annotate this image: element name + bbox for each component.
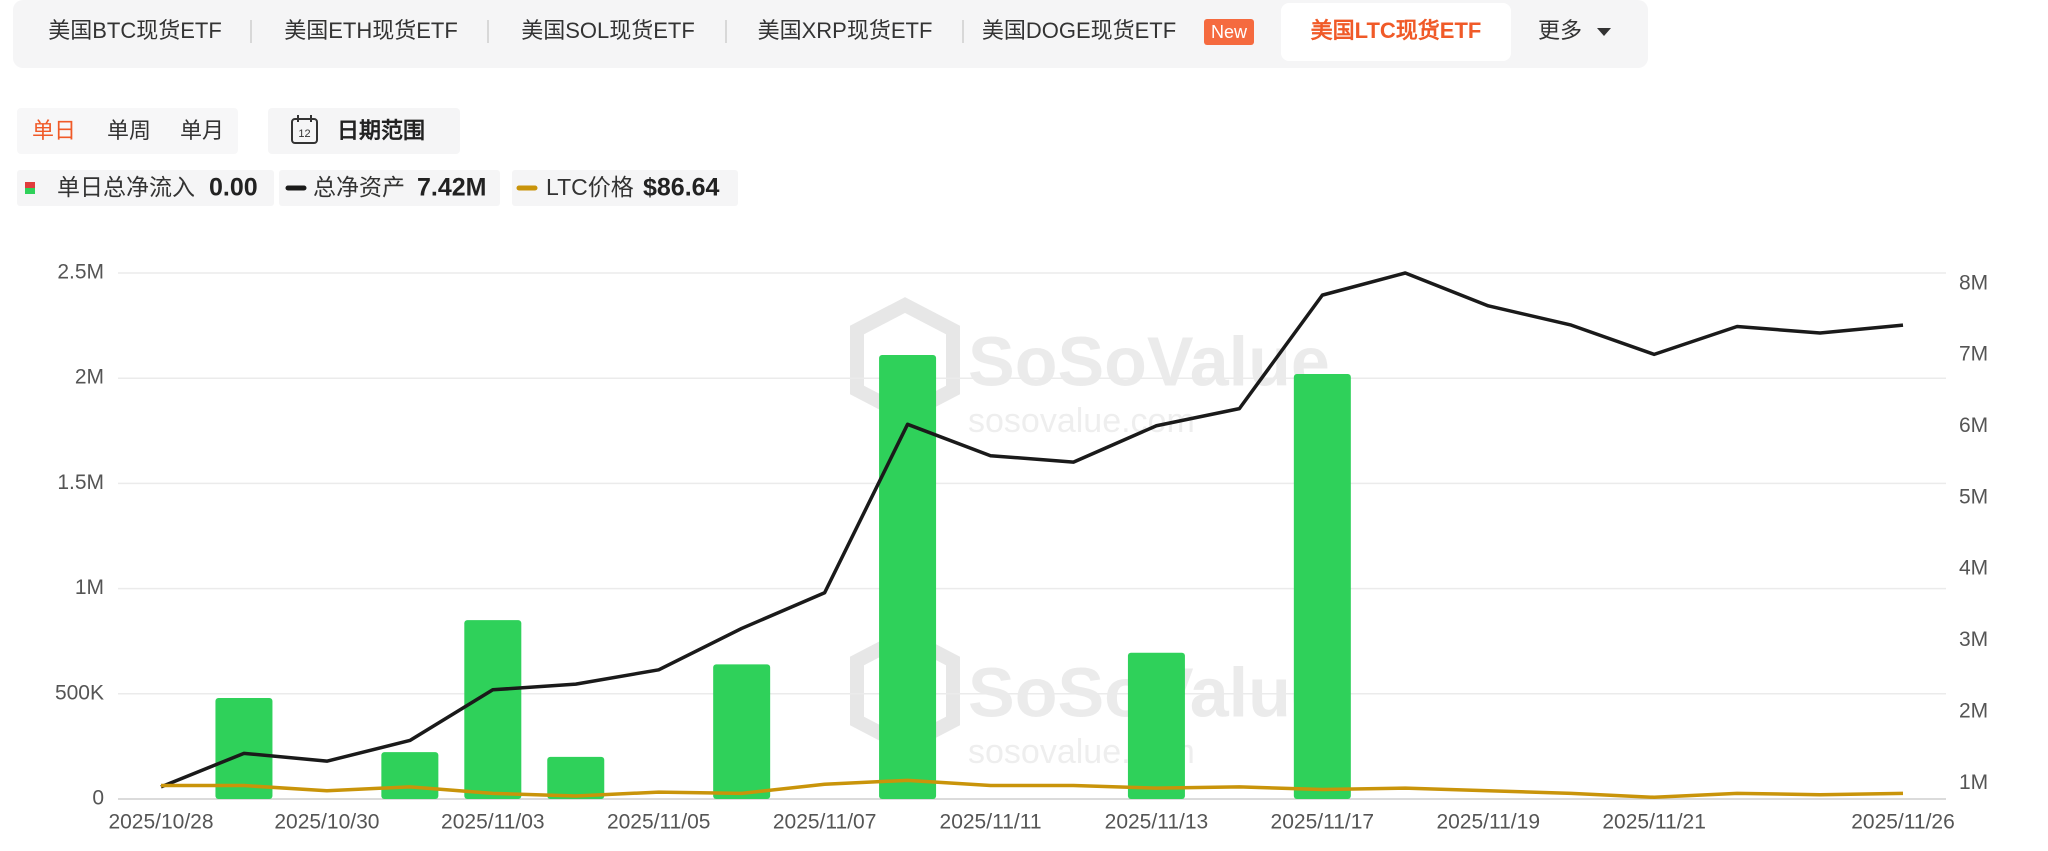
legend-value: $86.64 [643, 174, 720, 202]
watermark-brand: SoSoValue [968, 322, 1330, 400]
calendar-day: 12 [298, 128, 310, 140]
x-tick-label: 2025/11/21 [1602, 811, 1706, 834]
period-option[interactable]: 单月 [180, 118, 224, 143]
bar [1293, 373, 1351, 799]
x-tick-label: 2025/11/07 [773, 811, 877, 834]
calendar-frame [291, 118, 318, 144]
y2-tick-label: 1M [1959, 771, 1988, 794]
y2-tick-label: 8M [1959, 271, 1988, 294]
y-tick-label: 1.5M [57, 471, 104, 494]
legend-swatch-negative [25, 182, 35, 188]
chart: SoSoValuesosovalue.comSoSoValuesosovalue… [55, 261, 1988, 834]
y-tick-label: 0 [92, 787, 104, 810]
legend-label: 总净资产 [313, 174, 405, 200]
bar [381, 752, 439, 799]
legend-item-bg [17, 170, 274, 206]
new-badge: New [1211, 22, 1248, 42]
period-option[interactable]: 单日 [32, 118, 76, 143]
y-tick-label: 2.5M [57, 261, 104, 284]
y-tick-label: 500K [55, 681, 104, 704]
tab[interactable]: 美国ETH现货ETF [284, 18, 458, 43]
legend-value: 7.42M [417, 174, 486, 202]
x-tick-label: 2025/11/05 [607, 811, 711, 834]
date-range-label[interactable]: 日期范围 [337, 118, 425, 143]
bar [879, 355, 937, 799]
x-tick-label: 2025/10/30 [274, 811, 379, 834]
tab-bar [13, 0, 1648, 68]
new-badge-bg [1204, 19, 1254, 45]
active-tab-bg [1281, 3, 1511, 61]
tab[interactable]: 更多 [1538, 18, 1582, 43]
period-switch [17, 108, 238, 154]
watermark-site: sosovalue.com [968, 402, 1195, 440]
x-tick-label: 2025/11/13 [1105, 811, 1209, 834]
y2-tick-label: 2M [1959, 699, 1988, 722]
legend-label: LTC价格 [546, 174, 634, 200]
line [161, 778, 1904, 800]
legend-item-bg [279, 170, 500, 206]
bar [1127, 652, 1185, 799]
x-tick-label: 2025/10/28 [108, 811, 213, 834]
legend-value: 0.00 [209, 174, 258, 202]
active-tab[interactable]: 美国LTC现货ETF [1311, 18, 1482, 43]
tab[interactable]: 美国XRP现货ETF [758, 18, 933, 43]
line [160, 271, 1904, 789]
x-tick-label: 2025/11/17 [1271, 811, 1375, 834]
calendar-icon: 12 [291, 115, 318, 144]
bar [215, 698, 273, 799]
y2-tick-label: 7M [1959, 343, 1988, 366]
bar [547, 756, 605, 799]
legend-swatch [25, 188, 35, 194]
y2-tick-label: 5M [1959, 485, 1988, 508]
y2-tick-label: 3M [1959, 628, 1988, 651]
tab[interactable]: 美国BTC现货ETF [48, 18, 222, 43]
y-tick-label: 2M [75, 366, 104, 389]
x-tick-label: 2025/11/26 [1851, 811, 1955, 834]
watermark-logo [850, 297, 960, 423]
period-option[interactable]: 单周 [107, 118, 151, 143]
legend-label: 单日总净流入 [57, 174, 195, 200]
bar [713, 664, 771, 799]
y2-tick-label: 6M [1959, 414, 1988, 437]
periods: 单日 单周 单月 [32, 118, 224, 143]
y2-tick-label: 4M [1959, 557, 1988, 580]
tabs: 美国BTC现货ETF 美国ETH现货ETF 美国SOL现货ETF 美国XRP现货ETF… [48, 3, 1611, 61]
tab[interactable]: 美国SOL现货ETF [521, 18, 695, 43]
tab[interactable]: 美国DOGE现货ETF [982, 18, 1176, 43]
legend: 单日总净流入 0.00 总净资产 7.42M LTC价格 $86.64 [17, 170, 738, 206]
x-tick-label: 2025/11/11 [940, 811, 1042, 834]
more-caret [1597, 28, 1611, 36]
legend-item-bg [512, 170, 738, 206]
x-tick-label: 2025/11/19 [1436, 811, 1540, 834]
x-tick-label: 2025/11/03 [441, 811, 545, 834]
bar [464, 620, 522, 799]
y-tick-label: 1M [75, 576, 104, 599]
